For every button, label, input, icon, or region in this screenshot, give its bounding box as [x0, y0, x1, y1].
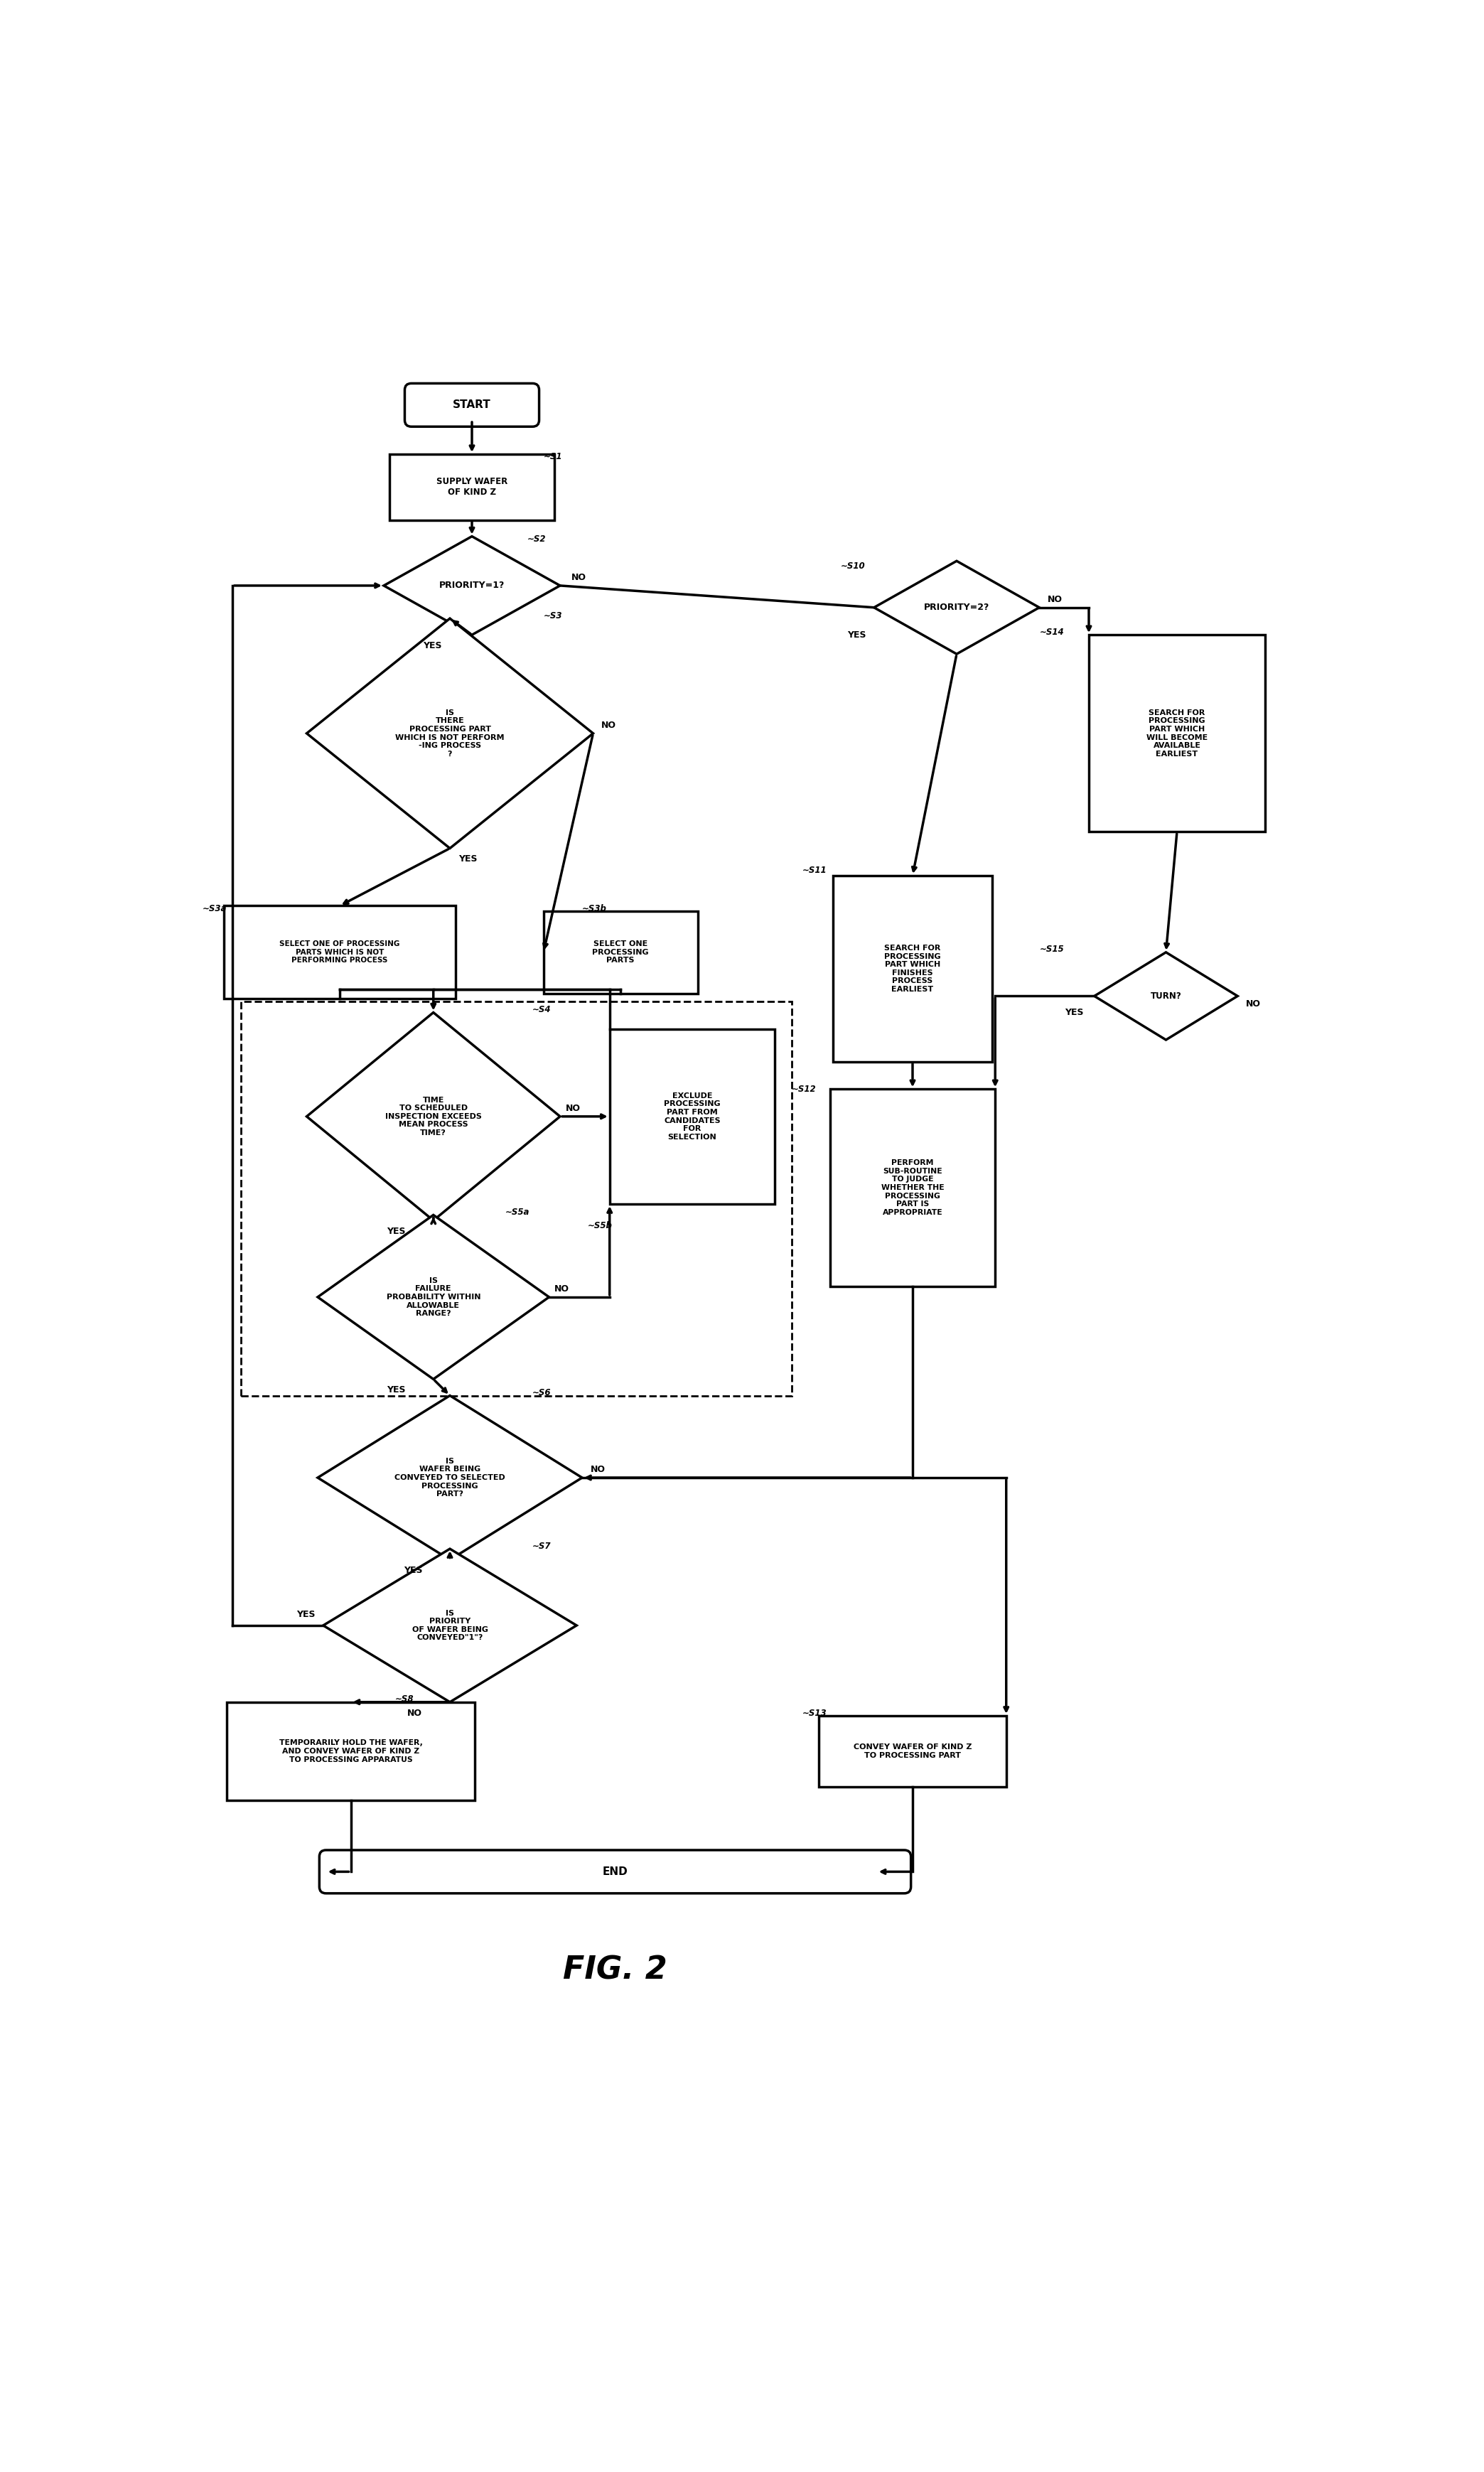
Text: NO: NO	[571, 574, 586, 581]
Text: NO: NO	[591, 1466, 605, 1473]
Text: ∼S3b: ∼S3b	[582, 905, 607, 912]
Text: ∼S8: ∼S8	[395, 1696, 414, 1703]
Text: YES: YES	[459, 855, 476, 863]
Bar	[389, 455, 555, 519]
Text: IS
WAFER BEING
CONVEYED TO SELECTED
PROCESSING
PART?: IS WAFER BEING CONVEYED TO SELECTED PROC…	[395, 1458, 505, 1498]
Text: NO: NO	[408, 1708, 423, 1718]
Text: YES: YES	[404, 1567, 423, 1575]
Text: ∼S2: ∼S2	[527, 534, 546, 544]
FancyBboxPatch shape	[405, 383, 539, 428]
Text: ∼S15: ∼S15	[1039, 944, 1064, 954]
Text: FIG. 2: FIG. 2	[562, 1955, 668, 1985]
Text: ∼S10: ∼S10	[841, 561, 865, 571]
Text: PRIORITY=1?: PRIORITY=1?	[439, 581, 505, 591]
Bar	[833, 875, 993, 1063]
Text: NO: NO	[565, 1103, 580, 1112]
Text: ∼S12: ∼S12	[791, 1085, 816, 1093]
Bar	[1089, 635, 1264, 833]
Text: ∼S3: ∼S3	[543, 611, 562, 620]
Text: YES: YES	[847, 630, 865, 640]
Text: CONVEY WAFER OF KIND Z
TO PROCESSING PART: CONVEY WAFER OF KIND Z TO PROCESSING PAR…	[853, 1743, 972, 1760]
Text: ∼S7: ∼S7	[533, 1543, 552, 1550]
Text: TIME
TO SCHEDULED
INSPECTION EXCEEDS
MEAN PROCESS
TIME?: TIME TO SCHEDULED INSPECTION EXCEEDS MEA…	[384, 1098, 482, 1137]
Bar	[610, 1028, 775, 1204]
Text: YES: YES	[1064, 1009, 1083, 1016]
Text: SEARCH FOR
PROCESSING
PART WHICH
WILL BECOME
AVAILABLE
EARLIEST: SEARCH FOR PROCESSING PART WHICH WILL BE…	[1146, 709, 1208, 756]
Polygon shape	[318, 1397, 582, 1560]
Text: NO: NO	[1245, 999, 1261, 1009]
Text: TEMPORARILY HOLD THE WAFER,
AND CONVEY WAFER OF KIND Z
TO PROCESSING APPARATUS: TEMPORARILY HOLD THE WAFER, AND CONVEY W…	[279, 1740, 423, 1763]
Text: PERFORM
SUB-ROUTINE
TO JUDGE
WHETHER THE
PROCESSING
PART IS
APPROPRIATE: PERFORM SUB-ROUTINE TO JUDGE WHETHER THE…	[881, 1159, 944, 1216]
Text: ∼S13: ∼S13	[803, 1708, 827, 1718]
Bar	[830, 1090, 996, 1285]
Text: ∼S5b: ∼S5b	[588, 1221, 613, 1231]
Text: IS
THERE
PROCESSING PART
WHICH IS NOT PERFORM
-ING PROCESS
?: IS THERE PROCESSING PART WHICH IS NOT PE…	[395, 709, 505, 756]
Text: SELECT ONE OF PROCESSING
PARTS WHICH IS NOT
PERFORMING PROCESS: SELECT ONE OF PROCESSING PARTS WHICH IS …	[279, 939, 399, 964]
Polygon shape	[384, 536, 559, 635]
Text: IS
FAILURE
PROBABILITY WITHIN
ALLOWABLE
RANGE?: IS FAILURE PROBABILITY WITHIN ALLOWABLE …	[386, 1278, 481, 1318]
Polygon shape	[307, 618, 594, 848]
Text: SELECT ONE
PROCESSING
PARTS: SELECT ONE PROCESSING PARTS	[592, 939, 649, 964]
Text: YES: YES	[387, 1384, 405, 1394]
Text: SUPPLY WAFER
OF KIND Z: SUPPLY WAFER OF KIND Z	[436, 477, 508, 497]
Bar	[240, 1001, 791, 1397]
Text: NO: NO	[555, 1285, 570, 1293]
Bar	[227, 1703, 475, 1800]
Text: TURN?: TURN?	[1150, 991, 1181, 1001]
Text: EXCLUDE
PROCESSING
PART FROM
CANDIDATES
FOR
SELECTION: EXCLUDE PROCESSING PART FROM CANDIDATES …	[663, 1093, 721, 1140]
Text: ∼S4: ∼S4	[533, 1006, 552, 1014]
Text: YES: YES	[387, 1226, 405, 1236]
Text: ∼S6: ∼S6	[533, 1389, 552, 1397]
Text: YES: YES	[423, 640, 442, 650]
Text: ∼S5a: ∼S5a	[505, 1209, 530, 1216]
Polygon shape	[874, 561, 1039, 655]
Text: SEARCH FOR
PROCESSING
PART WHICH
FINISHES
PROCESS
EARLIEST: SEARCH FOR PROCESSING PART WHICH FINISHE…	[884, 944, 941, 994]
Text: YES: YES	[297, 1609, 315, 1619]
Text: NO: NO	[1048, 596, 1063, 603]
Text: ∼S1: ∼S1	[543, 452, 562, 462]
Bar	[819, 1716, 1006, 1787]
Polygon shape	[307, 1014, 559, 1221]
FancyBboxPatch shape	[319, 1849, 911, 1894]
Polygon shape	[324, 1550, 577, 1703]
Text: START: START	[453, 400, 491, 410]
Text: END: END	[603, 1866, 628, 1876]
Text: IS
PRIORITY
OF WAFER BEING
CONVEYED"1"?: IS PRIORITY OF WAFER BEING CONVEYED"1"?	[413, 1609, 488, 1641]
Bar	[224, 905, 456, 999]
Text: PRIORITY=2?: PRIORITY=2?	[925, 603, 990, 613]
Text: ∼S3a: ∼S3a	[202, 905, 227, 912]
Polygon shape	[1094, 952, 1238, 1041]
Polygon shape	[318, 1214, 549, 1379]
Text: NO: NO	[601, 719, 616, 729]
Text: ∼S14: ∼S14	[1039, 628, 1064, 638]
Bar	[543, 912, 697, 994]
Text: ∼S11: ∼S11	[803, 865, 827, 875]
